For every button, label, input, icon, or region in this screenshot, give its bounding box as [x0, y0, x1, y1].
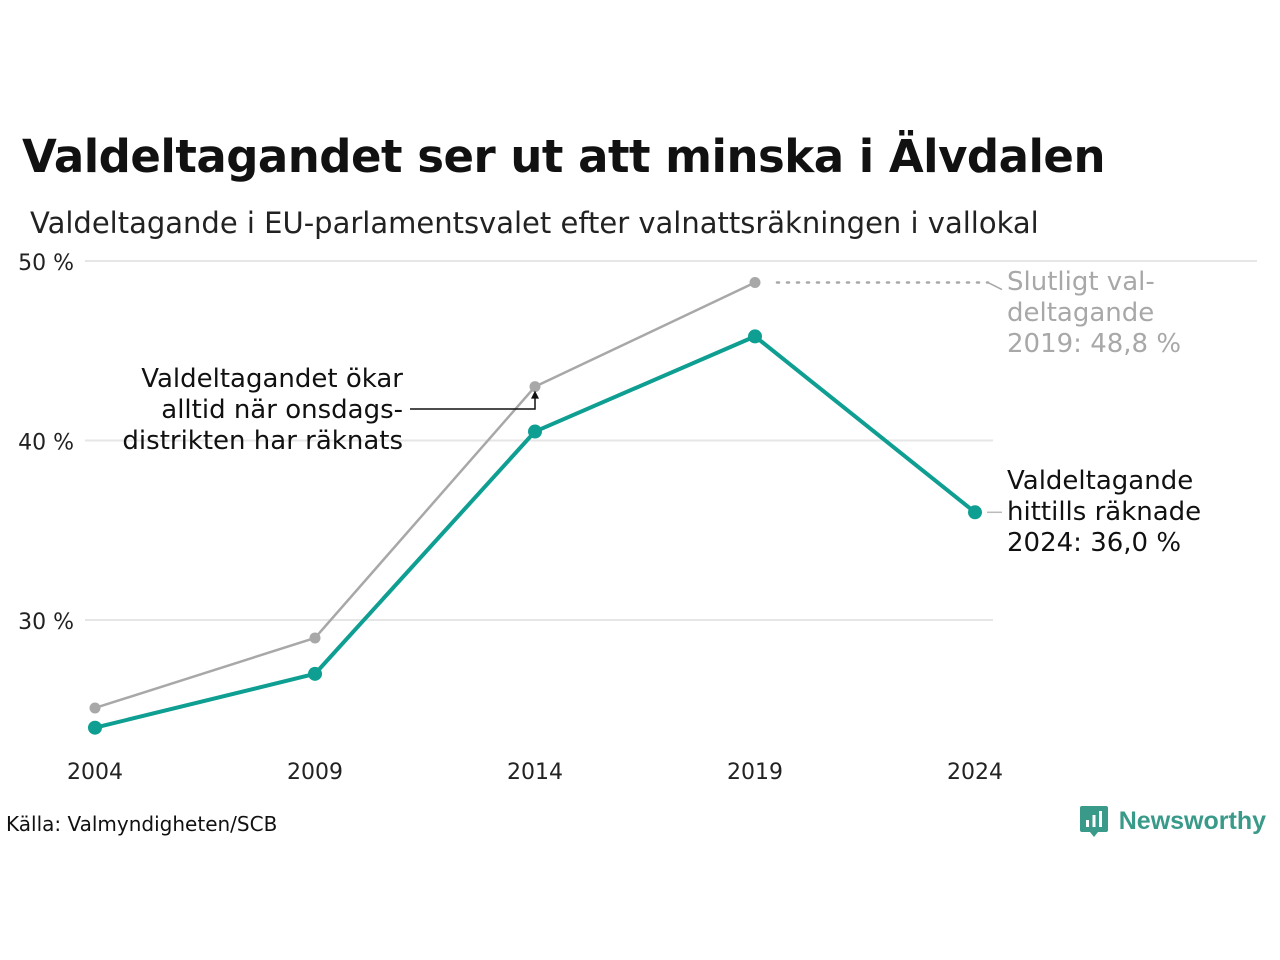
x-axis-ticks: 2004 2009 2014 2019 2024 — [67, 760, 1003, 785]
y-axis-ticks: 30 % 40 % 50 % — [18, 251, 74, 635]
series-lines — [88, 277, 982, 735]
x-tick-label: 2004 — [67, 760, 123, 785]
newsworthy-logo-icon — [1079, 806, 1108, 837]
data-point-counted — [528, 424, 542, 439]
y-tick-label: 40 % — [18, 431, 74, 456]
x-tick-label: 2024 — [947, 760, 1003, 785]
brand-logo: Newsworthy — [1079, 804, 1266, 838]
x-tick-label: 2014 — [507, 760, 563, 785]
data-point-final — [529, 381, 541, 393]
y-tick-label: 30 % — [18, 610, 74, 635]
series-line-final — [93, 281, 757, 710]
annotation-final-2019-line: Slutligt val- — [1007, 267, 1155, 297]
source-note: Källa: Valmyndigheten/SCB — [6, 812, 278, 836]
data-point-final — [749, 277, 761, 289]
data-point-final — [309, 632, 321, 644]
data-point-counted — [748, 329, 762, 344]
annotation-wednesday-leader — [410, 396, 536, 410]
chart-title: Valdeltagandet ser ut att minska i Älvda… — [22, 130, 1105, 183]
data-point-final — [89, 702, 101, 714]
annotation-counted-2024-line: hittills räknade — [1007, 497, 1201, 527]
annotation-wednesday-line: alltid när onsdags- — [161, 395, 403, 425]
data-point-counted — [308, 666, 322, 681]
y-tick-label: 50 % — [18, 251, 74, 276]
brand-name: Newsworthy — [1118, 806, 1266, 835]
gridlines — [85, 260, 1257, 621]
data-point-counted — [88, 720, 102, 735]
annotation-final-2019-line: deltagande — [1007, 298, 1154, 328]
annotation-wednesday-line: Valdeltagandet ökar — [141, 364, 403, 394]
chart-subtitle: Valdeltagande i EU-parlamentsvalet efter… — [30, 206, 1039, 240]
x-tick-label: 2019 — [727, 760, 783, 785]
annotation-final-2019-line: 2019: 48,8 % — [1007, 329, 1181, 359]
x-tick-label: 2009 — [287, 760, 343, 785]
annotation-final-connector — [987, 281, 1003, 291]
annotation-wednesday-arrowhead — [531, 390, 539, 399]
annotation-counted-2024-line: Valdeltagande — [1007, 466, 1193, 496]
data-point-counted — [968, 505, 982, 520]
annotation-wednesday-line: distrikten har räknats — [122, 426, 403, 456]
annotation-counted-2024-line: 2024: 36,0 % — [1007, 528, 1181, 558]
